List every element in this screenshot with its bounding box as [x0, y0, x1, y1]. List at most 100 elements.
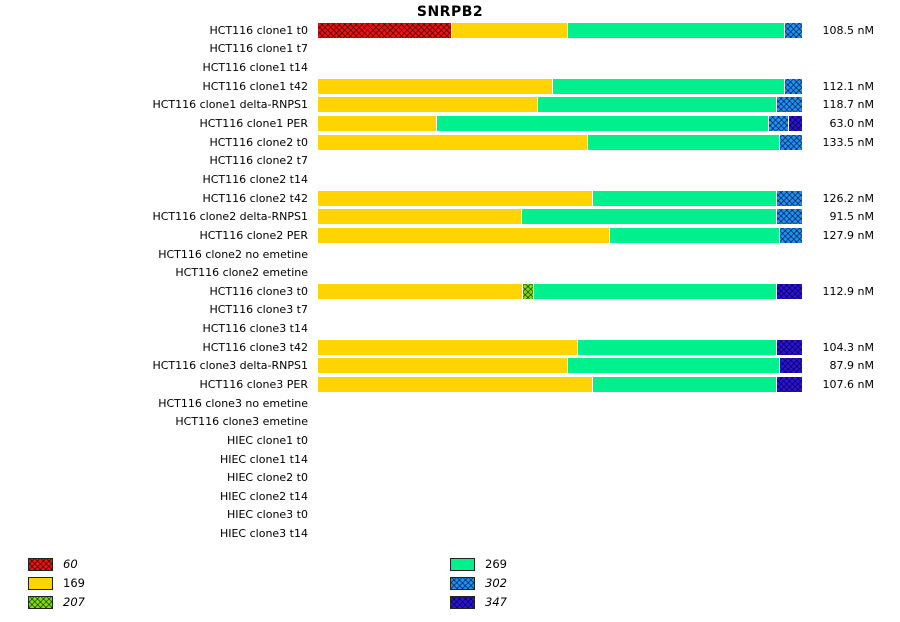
bar-segment-269 — [521, 209, 776, 225]
bar-row: HCT116 clone1 PER 63.0 nM — [0, 114, 900, 133]
bar-row: HCT116 clone2 t42 126.2 nM — [0, 189, 900, 208]
bar-row: HCT116 clone2 PER 127.9 nM — [0, 226, 900, 245]
row-label: HIEC clone3 t0 — [226, 508, 308, 522]
bar-track — [318, 526, 802, 541]
bar-row: HCT116 clone3 t42 104.3 nM — [0, 338, 900, 357]
bar-row: HCT116 clone2 t14 — [0, 170, 900, 189]
bar-segment-169 — [318, 190, 592, 206]
bar-segment-169 — [318, 358, 568, 374]
legend-label: 60 — [63, 557, 78, 571]
legend-item-347: 347 — [450, 595, 507, 609]
bar-row: HCT116 clone3 no emetine — [0, 394, 900, 413]
bar-segment-269 — [538, 97, 777, 113]
row-value: 118.7 nM — [822, 98, 874, 112]
legend-column-right: 269 302 347 — [450, 557, 507, 609]
row-value: 112.9 nM — [822, 284, 874, 298]
row-label: HCT116 clone3 delta-RNPS1 — [152, 359, 308, 373]
row-label: HCT116 clone2 t42 — [202, 191, 308, 205]
bar-row: HIEC clone3 t0 — [0, 506, 900, 525]
row-label: HCT116 clone3 t7 — [209, 303, 308, 317]
bar-track — [318, 376, 802, 392]
bar-row: HIEC clone2 t14 — [0, 487, 900, 506]
bar-row: HCT116 clone2 t0 133.5 nM — [0, 133, 900, 152]
bar-segment-302 — [785, 22, 802, 38]
bar-track — [318, 470, 802, 485]
row-label: HCT116 clone3 t42 — [202, 340, 308, 354]
bar-segment-302 — [779, 227, 802, 243]
bar-row: HCT116 clone3 t0 112.9 nM — [0, 282, 900, 301]
bar-segment-302 — [777, 97, 802, 113]
bar-segment-269 — [587, 134, 780, 150]
bar-segment-169 — [318, 227, 609, 243]
legend-label: 302 — [485, 576, 507, 590]
bar-segment-60 — [318, 22, 452, 38]
bar-track — [318, 134, 802, 150]
bar-track — [318, 153, 802, 168]
legend-item-207: 207 — [28, 595, 85, 609]
bar-segment-269 — [567, 22, 785, 38]
bar-track — [318, 339, 802, 355]
bar-segment-269 — [592, 376, 776, 392]
row-value: 91.5 nM — [829, 210, 874, 224]
bar-row: HCT116 clone3 t7 — [0, 301, 900, 320]
bar-segment-302 — [769, 116, 789, 132]
bar-segment-269 — [592, 190, 776, 206]
bar-track — [318, 396, 802, 411]
row-label: HCT116 clone3 t0 — [209, 284, 308, 298]
row-label: HIEC clone2 t0 — [226, 471, 308, 485]
bar-track — [318, 489, 802, 504]
bar-row: HCT116 clone1 t42 112.1 nM — [0, 77, 900, 96]
legend-label: 347 — [485, 595, 507, 609]
bar-segment-347 — [776, 376, 802, 392]
bar-segment-169 — [318, 339, 577, 355]
bar-segment-169 — [318, 376, 592, 392]
row-label: HCT116 clone3 t14 — [202, 322, 308, 336]
bar-track — [318, 172, 802, 187]
row-label: HCT116 clone2 t0 — [209, 135, 308, 149]
row-label: HCT116 clone3 emetine — [175, 415, 308, 429]
bar-segment-169 — [318, 283, 522, 299]
row-label: HIEC clone3 t14 — [219, 527, 308, 541]
legend-item-269: 269 — [450, 557, 507, 571]
bar-segment-169 — [318, 97, 538, 113]
bar-track — [318, 433, 802, 448]
legend-swatch-302 — [450, 576, 475, 590]
bar-row: HCT116 clone2 emetine — [0, 263, 900, 282]
row-label: HIEC clone1 t0 — [226, 433, 308, 447]
legend-swatch-169 — [28, 576, 53, 590]
legend-item-60: 60 — [28, 557, 85, 571]
bar-row: HIEC clone2 t0 — [0, 468, 900, 487]
bar-track — [318, 358, 802, 374]
bar-segment-169 — [452, 22, 567, 38]
row-value: 108.5 nM — [822, 23, 874, 37]
bar-segment-207 — [522, 283, 534, 299]
bar-row: HCT116 clone3 t14 — [0, 319, 900, 338]
bar-segment-347 — [776, 339, 802, 355]
bar-segment-302 — [776, 209, 802, 225]
bar-row: HIEC clone1 t0 — [0, 431, 900, 450]
row-label: HCT116 clone2 no emetine — [158, 247, 308, 261]
bar-segment-169 — [318, 209, 521, 225]
legend-item-302: 302 — [450, 576, 507, 590]
bar-track — [318, 507, 802, 522]
bar-row: HCT116 clone2 t7 — [0, 151, 900, 170]
chart-title: SNRPB2 — [416, 4, 484, 20]
bar-row: HCT116 clone3 delta-RNPS1 87.9 nM — [0, 357, 900, 376]
bar-track — [318, 190, 802, 206]
bar-track — [318, 321, 802, 336]
row-label: HCT116 clone2 emetine — [175, 266, 308, 280]
row-value: 104.3 nM — [822, 340, 874, 354]
bar-segment-347 — [777, 283, 802, 299]
legend-label: 207 — [63, 595, 85, 609]
bar-segment-302 — [776, 190, 802, 206]
bar-row: HCT116 clone2 no emetine — [0, 245, 900, 264]
row-label: HCT116 clone1 t0 — [209, 23, 308, 37]
row-label: HCT116 clone1 t7 — [209, 42, 308, 56]
bar-row: HIEC clone3 t14 — [0, 524, 900, 543]
legend-swatch-60 — [28, 557, 53, 571]
bar-track — [318, 116, 803, 132]
bar-segment-269 — [577, 339, 776, 355]
bar-track — [318, 414, 802, 429]
bar-track — [318, 283, 802, 299]
bar-segment-269 — [609, 227, 779, 243]
